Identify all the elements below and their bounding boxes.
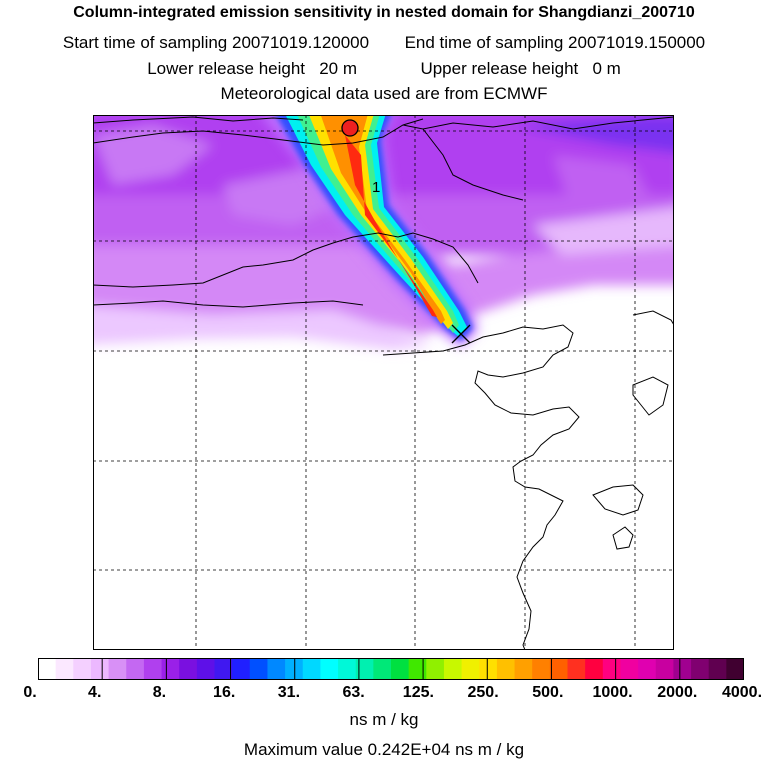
- colorbar-cell: [338, 658, 357, 680]
- colorbar-cell: [408, 658, 427, 680]
- colorbar-tick-label: 31.: [277, 684, 301, 701]
- colorbar-cell: [267, 658, 286, 680]
- sampling-time-line: Start time of sampling 20071019.120000 E…: [0, 33, 768, 53]
- colorbar-cell: [108, 658, 127, 680]
- colorbar-cell: [691, 658, 710, 680]
- colorbar-cell: [320, 658, 339, 680]
- colorbar-cell: [479, 658, 498, 680]
- colorbar-tick-label: 8.: [152, 684, 167, 701]
- colorbar-cell: [620, 658, 639, 680]
- colorbar-cell: [214, 658, 233, 680]
- map-title: Column-integrated emission sensitivity i…: [73, 4, 695, 21]
- colorbar-cell: [38, 658, 57, 680]
- colorbar-cell: [73, 658, 92, 680]
- met-data-note: Meteorological data used are from ECMWF: [220, 84, 548, 103]
- colorbar-tick-label: 4.: [88, 684, 102, 701]
- colorbar-cell: [708, 658, 727, 680]
- sensitivity-plume: [262, 115, 478, 347]
- lower-height-value: 20 m: [319, 59, 357, 78]
- colorbar-tick-label: 63.: [342, 684, 365, 701]
- colorbar-cell: [196, 658, 215, 680]
- colorbar-tick-label: 4000.: [721, 684, 763, 701]
- receptor-site-marker: [451, 324, 471, 344]
- start-time-value: 20071019.120000: [232, 33, 370, 52]
- upper-height-label: Upper release height: [420, 59, 579, 78]
- emission-sensitivity-map: 1: [93, 115, 674, 650]
- max-sensitivity-marker: [341, 119, 359, 137]
- colorbar-cell: [391, 658, 410, 680]
- colorbar-cell: [232, 658, 251, 680]
- colorbar-cell: [602, 658, 621, 680]
- colorbar-cell: [567, 658, 586, 680]
- colorbar-cell: [355, 658, 374, 680]
- colorbar-tick-label: 16.: [213, 684, 236, 701]
- colorbar-cells: [38, 658, 744, 680]
- colorbar-units: ns m / kg: [349, 710, 419, 729]
- colorbar-cell: [514, 658, 533, 680]
- colorbar-cell: [655, 658, 674, 680]
- colorbar-cell: [285, 658, 304, 680]
- colorbar-cell: [249, 658, 268, 680]
- colorbar-cell: [90, 658, 110, 680]
- colorbar-cell: [638, 658, 657, 680]
- colorbar-tick-label: 250.: [467, 684, 499, 701]
- colorbar-cell: [549, 658, 568, 680]
- end-time-value: 20071019.150000: [568, 33, 706, 52]
- colorbar-tick-label: 1000.: [592, 684, 633, 701]
- upper-height-value: 0 m: [592, 59, 621, 78]
- start-time-label: Start time of sampling: [62, 33, 228, 52]
- colorbar-tick-label: 500.: [532, 684, 564, 701]
- lower-height-label: Lower release height: [147, 59, 306, 78]
- colorbar-cell: [179, 658, 198, 680]
- colorbar-cell: [461, 658, 480, 680]
- colorbar-tick-label: 0.: [23, 684, 37, 701]
- colorbar-cell: [726, 658, 744, 680]
- colorbar-cell: [302, 658, 321, 680]
- plume-label: 1: [372, 179, 380, 196]
- release-height-line: Lower release height 20 m Upper release …: [0, 59, 768, 79]
- colorbar-cell: [532, 658, 551, 680]
- lat-lon-grid: [93, 115, 674, 650]
- colorbar-cell: [443, 658, 463, 680]
- colorbar: [38, 658, 744, 680]
- colorbar-cell: [55, 658, 74, 680]
- coastlines: [93, 116, 674, 650]
- colorbar-cell: [143, 658, 163, 680]
- colorbar-cell: [373, 658, 392, 680]
- colorbar-cell: [673, 658, 692, 680]
- colorbar-cell: [426, 658, 445, 680]
- end-time-label: End time of sampling: [404, 33, 564, 52]
- colorbar-cell: [161, 658, 180, 680]
- colorbar-tick-label: 125.: [402, 684, 434, 701]
- colorbar-tick-label: 2000.: [657, 684, 698, 701]
- colorbar-cell: [126, 658, 145, 680]
- maximum-value-note: Maximum value 0.242E+04 ns m / kg: [243, 740, 525, 759]
- colorbar-cell: [496, 658, 516, 680]
- colorbar-cell: [585, 658, 604, 680]
